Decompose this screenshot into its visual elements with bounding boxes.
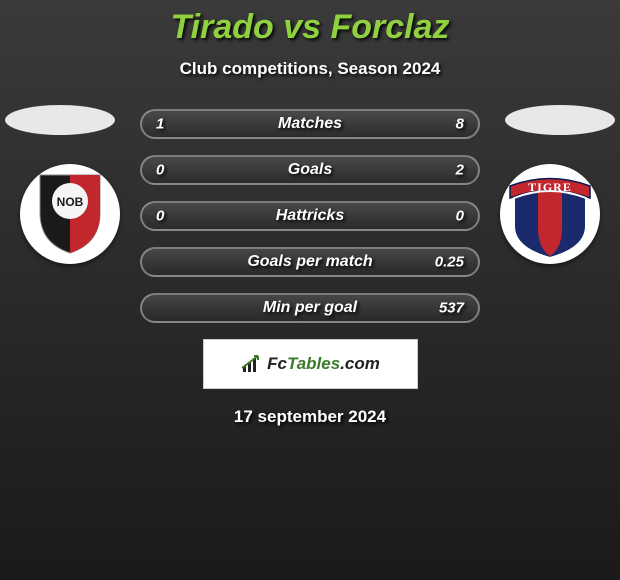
page-title: Tirado vs Forclaz: [0, 0, 620, 47]
svg-text:NOB: NOB: [57, 195, 84, 209]
stat-right-value: 0: [456, 208, 464, 225]
stat-left-value: 1: [156, 116, 164, 133]
tigre-badge-icon: TIGRE: [504, 168, 596, 260]
stat-right-value: 0.25: [435, 254, 464, 271]
stat-row-hattricks: 0 Hattricks 0: [140, 201, 480, 231]
nob-shield-icon: NOB: [36, 173, 104, 255]
stat-left-value: 0: [156, 162, 164, 179]
right-flag-placeholder: [505, 105, 615, 135]
fctables-logo: FcTables.com: [240, 354, 380, 374]
left-team-crest: NOB: [20, 164, 120, 264]
comparison-area: NOB TIGRE 1 Matches 8 0 Goals 2 0: [0, 109, 620, 427]
stat-row-matches: 1 Matches 8: [140, 109, 480, 139]
stat-right-value: 537: [439, 300, 464, 317]
footer-brand-box[interactable]: FcTables.com: [203, 339, 418, 389]
brand-text: FcTables.com: [267, 354, 380, 374]
stat-row-min-per-goal: Min per goal 537: [140, 293, 480, 323]
stat-right-value: 2: [456, 162, 464, 179]
stat-label: Hattricks: [276, 207, 344, 225]
stat-label: Min per goal: [263, 299, 357, 317]
bar-chart-icon: [240, 354, 264, 374]
stat-label: Matches: [278, 115, 342, 133]
stat-label: Goals: [288, 161, 332, 179]
stat-left-value: 0: [156, 208, 164, 225]
stat-right-value: 8: [456, 116, 464, 133]
date-label: 17 september 2024: [0, 407, 620, 427]
stat-row-goals-per-match: Goals per match 0.25: [140, 247, 480, 277]
stat-row-goals: 0 Goals 2: [140, 155, 480, 185]
stats-container: 1 Matches 8 0 Goals 2 0 Hattricks 0 Goal…: [140, 109, 480, 323]
stat-label: Goals per match: [247, 253, 372, 271]
left-flag-placeholder: [5, 105, 115, 135]
right-team-crest: TIGRE: [500, 164, 600, 264]
page-subtitle: Club competitions, Season 2024: [0, 59, 620, 79]
